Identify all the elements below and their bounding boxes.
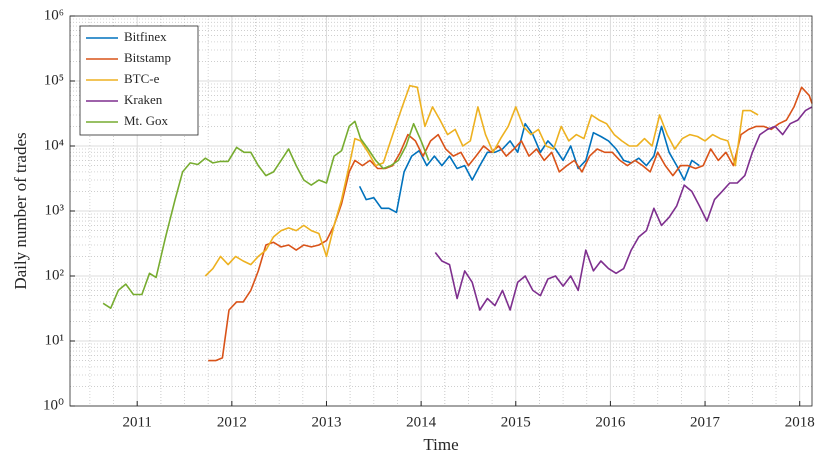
- y-tick-label: 10¹: [45, 332, 65, 348]
- legend: Bitfinex Bitstamp BTC-e Kraken Mt. Gox: [79, 25, 199, 136]
- x-tick-label: 2012: [217, 414, 247, 430]
- y-tick-label: 10⁴: [44, 137, 64, 153]
- y-tick-label: 10³: [45, 202, 65, 218]
- series-line: [102, 120, 430, 309]
- y-axis-label: Daily number of trades: [11, 132, 30, 289]
- legend-label: Mt. Gox: [124, 113, 169, 128]
- x-tick-label: 2011: [122, 414, 151, 430]
- x-tick-label: 2013: [311, 414, 341, 430]
- series-line: [358, 122, 700, 214]
- y-tick-label: 10⁵: [44, 72, 64, 88]
- x-tick-label: 2017: [690, 414, 721, 430]
- series-line: [208, 86, 813, 362]
- y-tick-label: 10⁶: [44, 7, 64, 23]
- y-tick-label: 10²: [45, 267, 65, 283]
- legend-label: Bitstamp: [124, 50, 171, 65]
- x-tick-label: 2018: [785, 414, 815, 430]
- x-tick-label: 2016: [595, 414, 626, 430]
- y-tick-label: 10⁰: [43, 397, 64, 413]
- legend-label: BTC-e: [124, 71, 160, 86]
- legend-label: Bitfinex: [124, 29, 167, 44]
- x-tick-label: 2015: [501, 414, 531, 430]
- series-line: [204, 84, 759, 277]
- legend-label: Kraken: [124, 92, 163, 107]
- x-axis-label: Time: [423, 435, 458, 454]
- series-line: [434, 106, 813, 311]
- x-tick-label: 2014: [406, 414, 437, 430]
